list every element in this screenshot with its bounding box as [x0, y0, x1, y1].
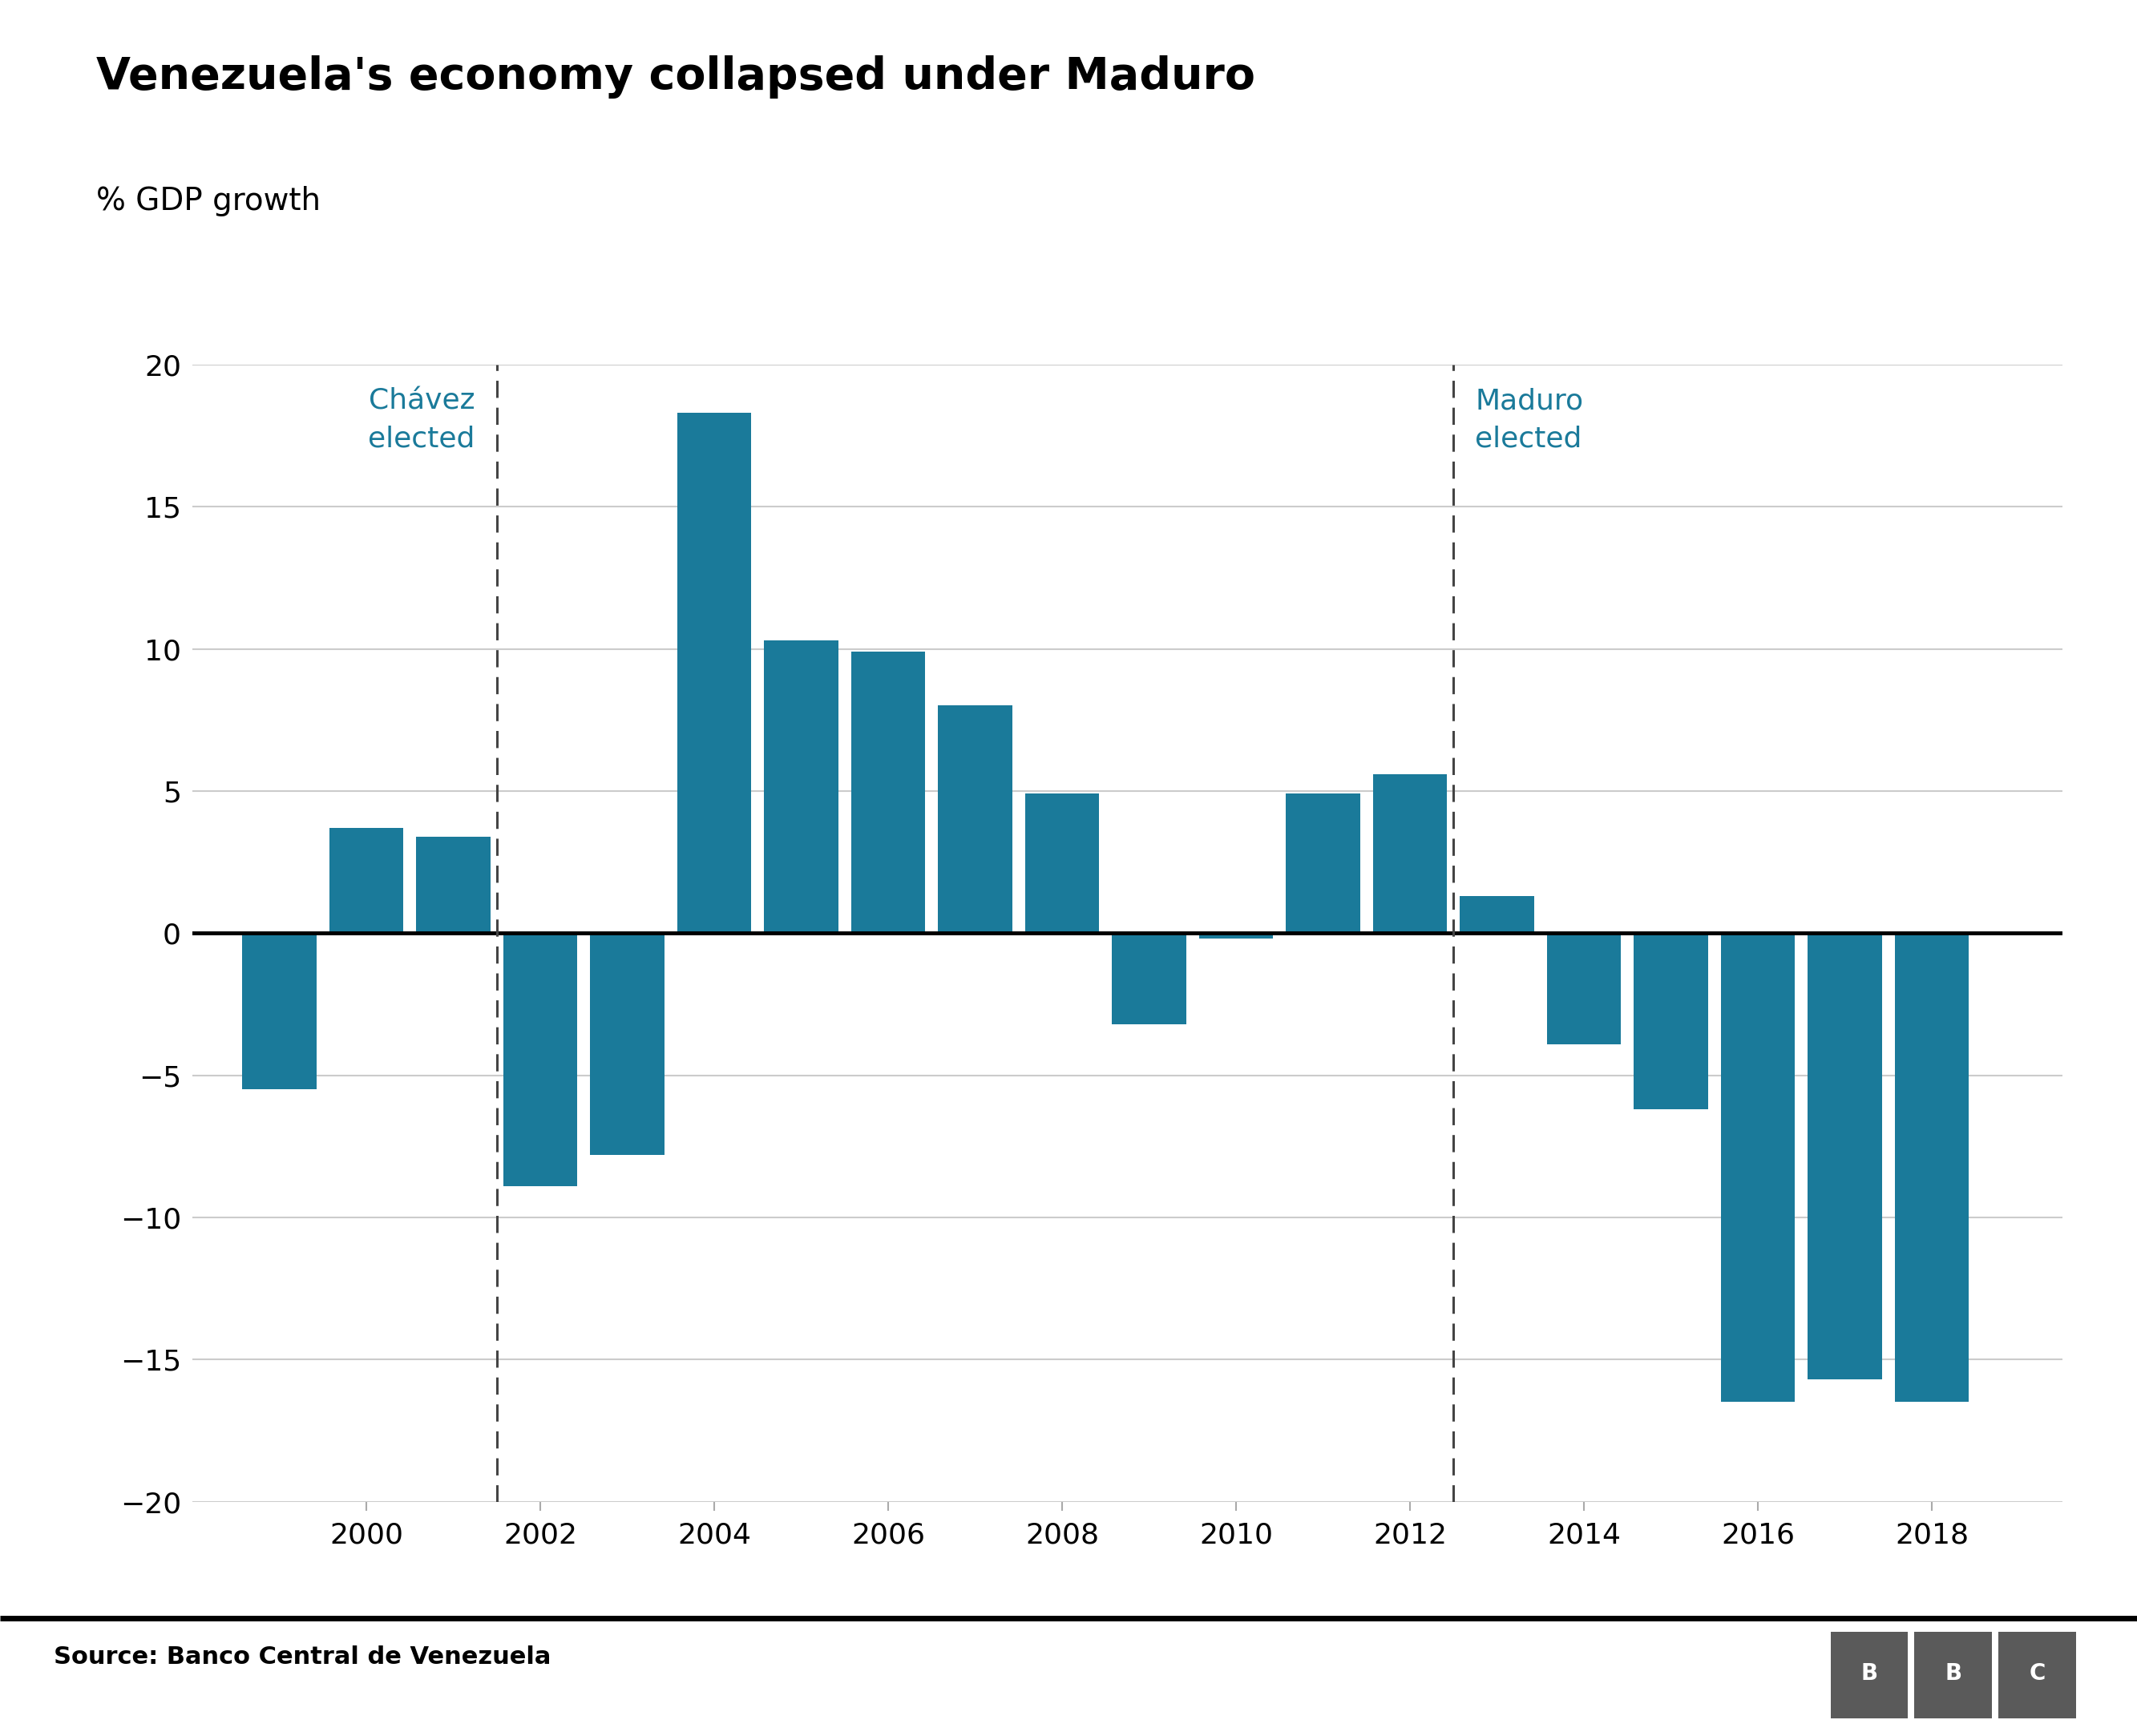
Bar: [1831, 1632, 1908, 1719]
Text: Maduro
elected: Maduro elected: [1475, 387, 1584, 453]
Bar: [417, 837, 489, 934]
Bar: [502, 934, 577, 1186]
Text: Chávez
elected: Chávez elected: [368, 387, 474, 453]
Bar: [1199, 934, 1274, 939]
Bar: [1547, 934, 1620, 1043]
Bar: [938, 705, 1013, 934]
Text: C: C: [2030, 1661, 2045, 1684]
Bar: [1998, 1632, 2075, 1719]
Bar: [1286, 793, 1359, 934]
Bar: [1111, 934, 1186, 1024]
Bar: [1720, 934, 1795, 1403]
Bar: [1808, 934, 1883, 1380]
Text: B: B: [1861, 1661, 1878, 1684]
Text: % GDP growth: % GDP growth: [96, 186, 321, 217]
Bar: [1896, 934, 1968, 1403]
Bar: [1460, 896, 1534, 934]
Bar: [1635, 934, 1707, 1109]
Text: Venezuela's economy collapsed under Maduro: Venezuela's economy collapsed under Madu…: [96, 56, 1254, 99]
Bar: [1915, 1632, 1992, 1719]
Bar: [1026, 793, 1098, 934]
Bar: [677, 413, 750, 934]
Bar: [1372, 774, 1447, 934]
Text: B: B: [1945, 1661, 1962, 1684]
Bar: [241, 934, 316, 1090]
Bar: [590, 934, 665, 1154]
Bar: [765, 641, 838, 934]
Bar: [329, 828, 404, 934]
Bar: [851, 651, 925, 934]
Text: Source: Banco Central de Venezuela: Source: Banco Central de Venezuela: [53, 1646, 551, 1668]
